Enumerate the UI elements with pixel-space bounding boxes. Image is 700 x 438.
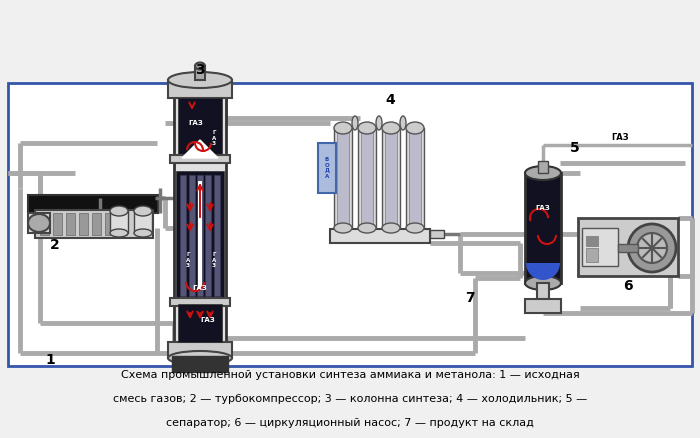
Ellipse shape [400,116,406,130]
Bar [28,213,50,233]
Bar [198,181,202,290]
Bar [35,210,153,238]
Ellipse shape [334,223,352,233]
Ellipse shape [168,72,232,88]
Bar [538,161,548,173]
Bar [537,283,549,299]
Text: 3: 3 [195,63,205,77]
Text: 5: 5 [570,141,580,155]
Bar [8,83,692,366]
Bar [178,98,222,158]
Bar [176,171,224,300]
Bar [318,143,336,193]
Text: ГАЗ: ГАЗ [188,120,204,126]
Text: 1: 1 [45,353,55,367]
Bar [525,299,561,313]
Wedge shape [526,263,560,280]
Bar [409,131,421,225]
Bar [168,342,232,358]
Text: Г
А
З: Г А З [212,252,216,268]
Bar [330,229,430,243]
Ellipse shape [406,122,424,134]
Text: ГАЗ: ГАЗ [201,317,216,323]
Bar [172,356,228,372]
Ellipse shape [334,122,352,134]
Bar [79,213,88,235]
Ellipse shape [382,122,400,134]
Ellipse shape [525,166,561,180]
Text: Схема промышленной установки синтеза аммиака и метанола: 1 — исходная: Схема промышленной установки синтеза амм… [120,370,580,380]
Bar [214,175,220,296]
Bar [170,298,230,306]
Bar [406,128,424,228]
Circle shape [628,224,676,272]
Bar [110,211,128,233]
Ellipse shape [134,229,152,237]
Ellipse shape [168,351,232,365]
Text: Г
А
З: Г А З [186,252,190,268]
Bar [525,173,561,283]
Ellipse shape [134,206,152,216]
Bar [28,195,158,213]
Bar [168,80,232,98]
Bar [118,213,127,235]
Ellipse shape [110,229,128,237]
Ellipse shape [406,223,424,233]
Text: Г
А
З: Г А З [212,130,216,146]
Bar [385,131,397,225]
Bar [92,213,101,235]
Bar [53,213,62,235]
Bar [618,244,638,252]
Ellipse shape [358,223,376,233]
Ellipse shape [382,223,400,233]
Text: 7: 7 [466,291,475,305]
Bar [586,248,598,262]
Ellipse shape [376,116,382,130]
Bar [358,128,376,228]
Bar [174,88,226,350]
Circle shape [637,233,667,263]
Ellipse shape [358,122,376,134]
Ellipse shape [195,63,205,70]
Text: 6: 6 [623,279,633,293]
Ellipse shape [352,116,358,130]
Bar [205,175,211,296]
Ellipse shape [28,214,50,232]
Text: В
О
Д
А: В О Д А [325,157,330,179]
Bar [66,213,75,235]
Bar [189,175,195,296]
Text: смесь газов; 2 — турбокомпрессор; 3 — колонна синтеза; 4 — холодильник; 5 —: смесь газов; 2 — турбокомпрессор; 3 — ко… [113,394,587,404]
Bar [170,155,230,163]
Bar [586,236,598,246]
Bar [195,66,205,80]
Bar [578,218,678,276]
Bar [430,230,444,238]
Text: ГАЗ: ГАЗ [536,205,550,211]
Bar [334,128,352,228]
Ellipse shape [110,206,128,216]
Polygon shape [182,140,218,158]
Bar [582,228,618,266]
Bar [178,304,222,342]
Bar [181,175,186,296]
Bar [337,131,349,225]
Bar [382,128,400,228]
Text: ГАЗ: ГАЗ [611,134,629,142]
Bar [361,131,373,225]
Text: сепаратор; 6 — циркуляционный насос; 7 — продукт на склад: сепаратор; 6 — циркуляционный насос; 7 —… [166,418,534,428]
Text: 4: 4 [385,93,395,107]
Bar [105,213,114,235]
Bar [197,175,203,296]
Text: ГАЗ: ГАЗ [193,285,207,291]
Ellipse shape [525,276,561,290]
Text: 2: 2 [50,238,60,252]
Bar [134,211,152,233]
Bar [40,213,49,235]
